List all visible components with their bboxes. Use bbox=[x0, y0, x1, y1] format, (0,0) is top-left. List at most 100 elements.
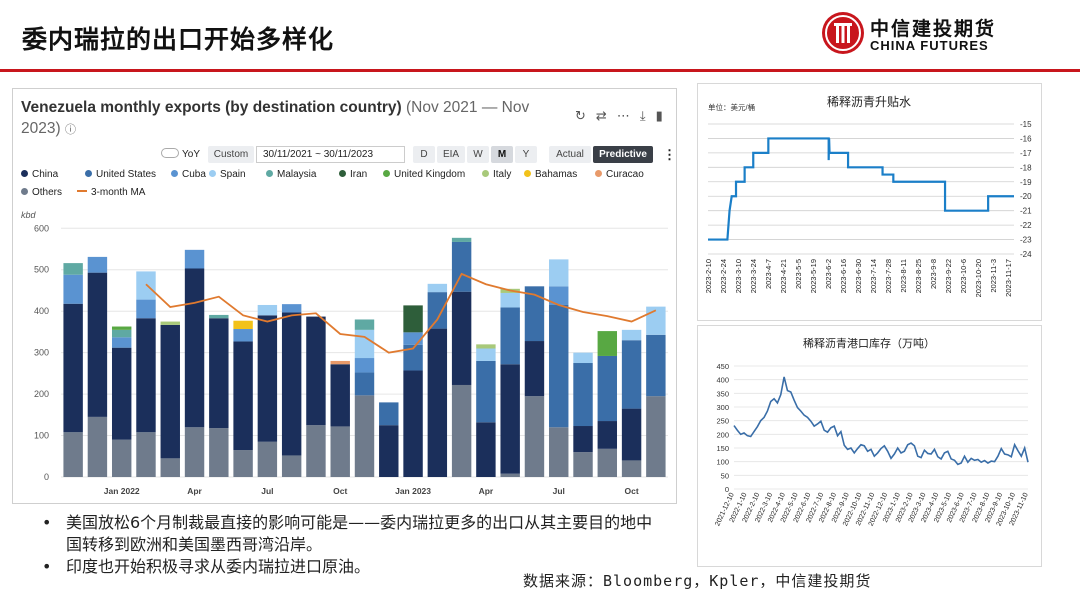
x-tick-label: 2023-4-21 bbox=[779, 259, 788, 293]
bar-segment bbox=[549, 286, 569, 305]
legend-item[interactable]: 3-month MA bbox=[77, 187, 145, 198]
legend-item[interactable]: Curacao bbox=[595, 169, 644, 180]
period-button-w[interactable]: W bbox=[467, 146, 489, 163]
bar-segment bbox=[524, 286, 545, 342]
y-tick-label: 450 bbox=[716, 362, 729, 371]
more-options-icon[interactable]: ⋮ bbox=[663, 147, 676, 162]
legend-item[interactable]: Iran bbox=[339, 169, 367, 180]
kpler-toolbar: ↻⇄⋯⤓▮ bbox=[575, 109, 673, 124]
bar-segment bbox=[306, 425, 326, 477]
bar-segment bbox=[500, 364, 520, 474]
share-icon[interactable]: ⋯ bbox=[616, 109, 640, 124]
bar-segment bbox=[111, 337, 132, 348]
bar-segment bbox=[160, 324, 180, 459]
bar-segment bbox=[184, 427, 205, 477]
legend-label: Curacao bbox=[606, 169, 644, 180]
bar-segment bbox=[646, 396, 666, 477]
legend-item[interactable]: Cuba bbox=[171, 169, 206, 180]
bar-segment bbox=[646, 334, 666, 397]
swap-icon[interactable]: ⇄ bbox=[595, 109, 617, 124]
legend-item[interactable]: Italy bbox=[482, 169, 511, 180]
bar-segment bbox=[306, 316, 326, 426]
period-button-y[interactable]: Y bbox=[515, 146, 537, 163]
y-tick-label: -20 bbox=[1020, 192, 1032, 201]
bar-segment bbox=[524, 396, 545, 477]
y-tick-label: -21 bbox=[1020, 207, 1032, 216]
x-tick-label: Jan 2023 bbox=[395, 486, 431, 496]
bar-segment bbox=[621, 340, 642, 409]
chart-title: 稀释沥青升贴水 bbox=[827, 95, 911, 109]
custom-range-button[interactable]: Custom bbox=[208, 146, 254, 163]
bar-segment bbox=[233, 341, 253, 451]
bar-segment bbox=[111, 439, 132, 477]
y-tick-label: -23 bbox=[1020, 236, 1032, 245]
mode-button-predictive[interactable]: Predictive bbox=[593, 146, 653, 163]
x-tick-label: 2023-2-24 bbox=[719, 259, 728, 293]
download-icon[interactable]: ⤓ bbox=[639, 109, 656, 124]
legend-item[interactable]: Malaysia bbox=[266, 169, 316, 180]
yoy-toggle[interactable]: YoY bbox=[161, 146, 200, 163]
period-button-eia[interactable]: EIA bbox=[437, 146, 465, 163]
legend-item[interactable]: United Kingdom bbox=[383, 169, 465, 180]
bar-segment bbox=[621, 329, 642, 341]
bar-segment bbox=[136, 432, 156, 477]
legend-dot-icon bbox=[383, 170, 390, 177]
x-tick-label: 2023-11-17 bbox=[1004, 259, 1013, 297]
bar-segment bbox=[209, 314, 229, 319]
info-icon[interactable]: ⓘ bbox=[64, 124, 76, 136]
legend-item[interactable]: United States bbox=[85, 169, 156, 180]
bar-segment bbox=[476, 360, 496, 423]
mode-button-actual[interactable]: Actual bbox=[549, 146, 591, 163]
bar-segment bbox=[354, 372, 375, 396]
legend-dot-icon bbox=[524, 170, 531, 177]
bullet-list: 美国放松6个月制裁最直接的影响可能是——委内瑞拉更多的出口从其主要目的地中国转移… bbox=[40, 512, 660, 578]
bar-segment bbox=[354, 329, 375, 359]
legend-item[interactable]: Bahamas bbox=[524, 169, 577, 180]
bar-segment bbox=[597, 448, 618, 477]
bar-segment bbox=[524, 341, 545, 397]
spread-line bbox=[708, 137, 1014, 241]
bar-segment bbox=[111, 347, 132, 440]
y-tick-label: 0 bbox=[44, 472, 49, 482]
legend-item[interactable]: China bbox=[21, 169, 58, 180]
legend-label: 3-month MA bbox=[91, 187, 146, 198]
bar-segment bbox=[87, 272, 108, 417]
legend-label: Cuba bbox=[182, 169, 206, 180]
y-tick-label: 350 bbox=[716, 389, 729, 398]
x-tick-label: 2023-8-11 bbox=[899, 259, 908, 293]
period-button-d[interactable]: D bbox=[413, 146, 435, 163]
bar-segment bbox=[184, 268, 205, 428]
y-tick-label: 50 bbox=[721, 471, 729, 480]
data-source: 数据来源：Bloomberg，Kpler，中信建投期货 bbox=[523, 572, 872, 590]
bar-segment bbox=[87, 256, 108, 273]
inventory-line bbox=[733, 376, 1029, 466]
refresh-icon[interactable]: ↻ bbox=[575, 109, 596, 124]
y-tick-label: -22 bbox=[1020, 221, 1032, 230]
period-button-m[interactable]: M bbox=[491, 146, 513, 163]
legend-dot-icon bbox=[171, 170, 178, 177]
spread-chart-panel: 稀释沥青升贴水 单位：美元/桶 -15 -16 -17 -18 -19 -20 -21 -22 -2… bbox=[697, 83, 1042, 321]
legend-item[interactable]: Others bbox=[21, 187, 62, 198]
x-tick-label: 2023-9-8 bbox=[929, 259, 938, 289]
legend-dot-icon bbox=[21, 170, 28, 177]
bar-segment bbox=[573, 426, 593, 453]
bar-segment bbox=[476, 348, 496, 361]
bar-segment bbox=[281, 304, 302, 313]
bar-segment bbox=[573, 363, 593, 427]
y-tick-label: 300 bbox=[716, 403, 729, 412]
bookmark-icon[interactable]: ▮ bbox=[655, 109, 673, 124]
title-divider bbox=[0, 69, 1080, 72]
legend-item[interactable]: Spain bbox=[209, 169, 246, 180]
legend-label: Bahamas bbox=[535, 169, 578, 180]
bar-segment bbox=[257, 441, 278, 477]
y-tick-label: -19 bbox=[1020, 178, 1032, 187]
bar-segment bbox=[549, 427, 569, 477]
bar-segment bbox=[136, 271, 156, 300]
x-tick-label: Jan 2022 bbox=[104, 486, 140, 496]
bullet-item: 美国放松6个月制裁最直接的影响可能是——委内瑞拉更多的出口从其主要目的地中国转移… bbox=[40, 512, 660, 556]
y-tick-label: 200 bbox=[716, 430, 729, 439]
date-range-input[interactable]: 30/11/2021 ~ 30/11/2023 bbox=[256, 146, 405, 163]
bar-segment bbox=[87, 416, 108, 477]
bar-segment bbox=[549, 259, 569, 287]
bar-segment bbox=[354, 395, 375, 477]
